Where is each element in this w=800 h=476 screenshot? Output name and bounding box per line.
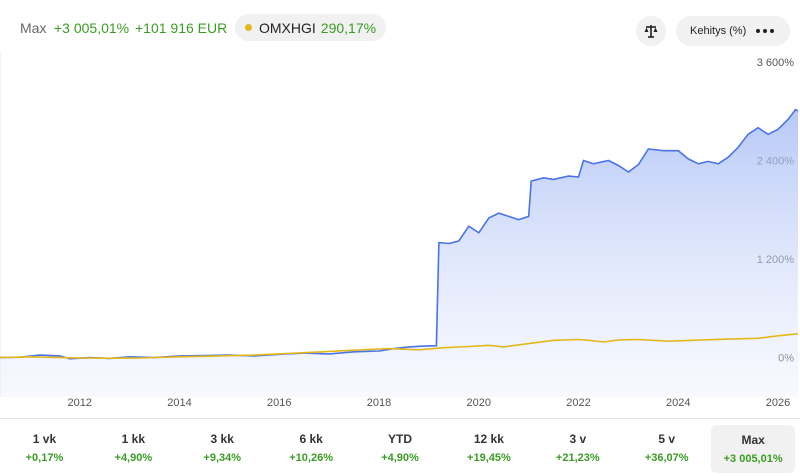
period-tab-label: YTD: [388, 432, 412, 446]
period-tab[interactable]: Max +3 005,01%: [711, 425, 796, 473]
period-tab-value: +9,34%: [203, 452, 242, 464]
period-tab-label: 5 v: [658, 432, 676, 446]
return-percent: +3 005,01%: [54, 20, 130, 36]
period-tabs: 1 vk +0,17% 1 kk +4,90% 3 kk +9,34% 6 kk +10,26…: [0, 418, 800, 476]
period-tab[interactable]: 12 kk +19,45%: [444, 419, 533, 476]
period-tab-label: 3 v: [569, 432, 587, 446]
compare-button[interactable]: [636, 16, 666, 46]
period-tab-value: +4,90%: [381, 452, 419, 464]
period-tab-value: +36,07%: [644, 452, 689, 464]
benchmark-name: OMXHGI: [259, 19, 316, 36]
period-tab[interactable]: 3 kk +9,34%: [178, 419, 267, 476]
x-tick-label: 2020: [466, 397, 492, 409]
period-tab-value: +10,26%: [289, 452, 333, 464]
view-mode-label: Kehitys (%): [690, 25, 747, 37]
benchmark-dot-icon: [245, 24, 252, 31]
period-tab-label: 12 kk: [473, 432, 504, 446]
period-tab-value: +0,17%: [25, 452, 64, 464]
portfolio-area: [0, 109, 798, 397]
return-eur: +101 916 EUR: [135, 20, 228, 36]
x-tick-label: 2018: [366, 397, 392, 409]
benchmark-value: 290,17%: [320, 19, 377, 36]
benchmark-chip[interactable]: OMXHGI 290,17%: [235, 14, 387, 41]
x-tick-label: 2024: [666, 397, 691, 409]
y-tick-label: 3 600%: [757, 57, 795, 69]
period-tab-label: 1 kk: [121, 432, 146, 446]
period-tab-value: +19,45%: [467, 452, 511, 464]
benchmark-line: [0, 333, 799, 360]
period-tab-label: Max: [741, 433, 765, 447]
period-tab-value: +21,23%: [555, 452, 600, 464]
chart-header: Max +3 005,01% +101 916 EUR OMXHGI 290,1…: [0, 0, 800, 52]
x-tick-label: 2012: [67, 397, 93, 409]
period-label: Max: [20, 20, 47, 36]
period-tab[interactable]: 3 v +21,23%: [533, 419, 622, 476]
x-tick-label: 2016: [267, 397, 292, 409]
period-tab-label: 1 vk: [32, 432, 57, 446]
period-tab-label: 3 kk: [210, 432, 234, 446]
view-mode-selector[interactable]: Kehitys (%): [676, 16, 790, 46]
period-tab[interactable]: 6 kk +10,26%: [267, 419, 356, 476]
period-tab[interactable]: 1 vk +0,17%: [0, 419, 89, 476]
x-tick-label: 2026: [765, 397, 791, 409]
period-tab-value: +4,90%: [114, 452, 153, 464]
period-tab-label: 6 kk: [299, 432, 323, 446]
performance-chart[interactable]: 3 600%2 400%1 200%0%: [0, 52, 800, 397]
x-axis-labels: 2012 2014 2016 2018 2020 2022 2024 2026: [0, 397, 800, 415]
period-tab[interactable]: YTD +4,90%: [356, 419, 445, 476]
balance-scale-icon: [644, 25, 658, 38]
more-dots-icon: [756, 29, 774, 33]
x-tick-label: 2022: [566, 397, 591, 409]
period-tab[interactable]: 5 v +36,07%: [622, 419, 711, 476]
period-tab[interactable]: 1 kk +4,90%: [89, 419, 178, 476]
period-tab-value: +3 005,01%: [723, 453, 783, 465]
x-tick-label: 2014: [167, 397, 192, 409]
